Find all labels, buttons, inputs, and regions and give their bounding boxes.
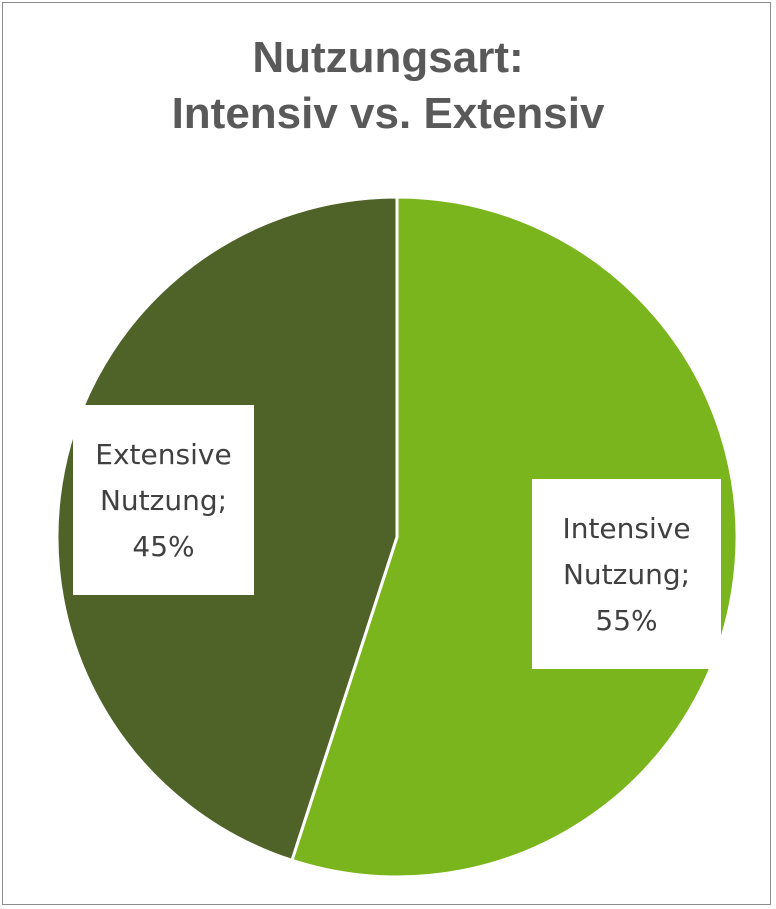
data-label-name: Extensive xyxy=(95,438,231,471)
data-label-box xyxy=(532,479,721,669)
data-label-value: 55% xyxy=(595,604,657,637)
data-label-name: Nutzung; xyxy=(100,484,227,517)
data-label-name: Intensive xyxy=(562,512,690,545)
data-label-name: Nutzung; xyxy=(563,558,690,591)
data-label-intensive-nutzung: Intensive Nutzung; 55% xyxy=(532,479,721,669)
pie-slice-intensive-nutzung xyxy=(290,195,739,879)
chart-title: Nutzungsart: Intensiv vs. Extensiv xyxy=(0,30,776,142)
data-label-extensive-nutzung: Extensive Nutzung; 45% xyxy=(73,405,254,595)
data-label-value: 45% xyxy=(132,530,194,563)
chart-title-line-1: Nutzungsart: xyxy=(252,33,524,82)
chart-title-line-2: Intensiv vs. Extensiv xyxy=(171,89,605,138)
data-label-box xyxy=(73,405,254,595)
